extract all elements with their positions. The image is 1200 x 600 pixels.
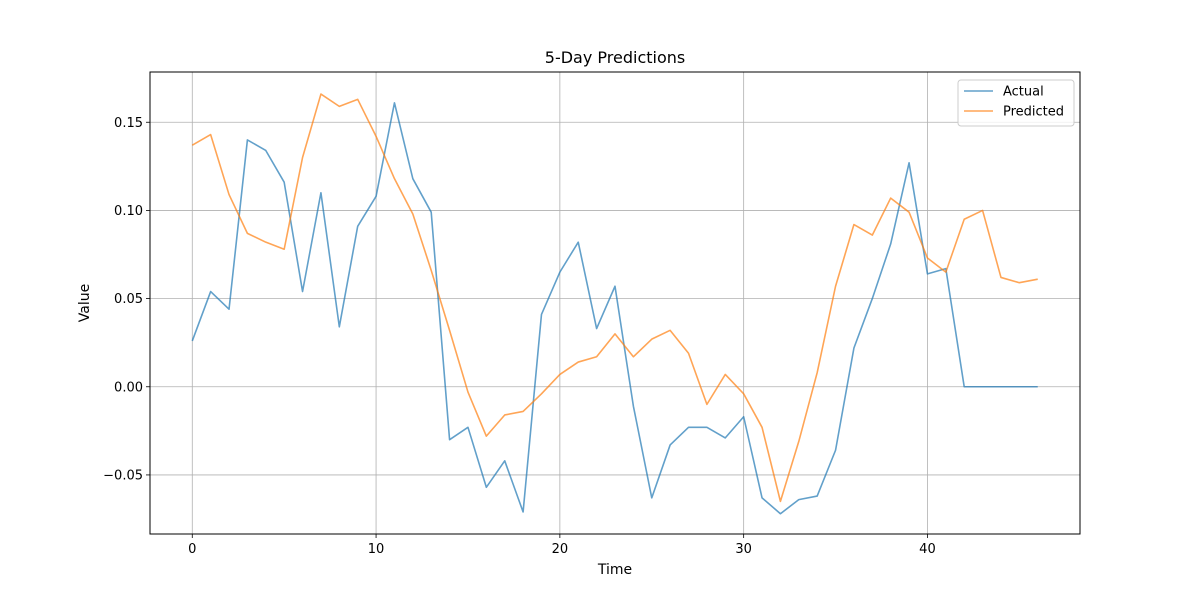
x-tick-label: 30	[735, 542, 752, 557]
legend: Actual Predicted	[957, 79, 1075, 127]
y-tick-label: 0.10	[114, 204, 143, 219]
plot-frame	[149, 71, 1081, 535]
y-axis-ticks: −0.05 0.00 0.05 0.10 0.15	[103, 116, 150, 483]
legend-label-actual: Actual	[1003, 85, 1044, 100]
y-tick-label: 0.05	[114, 292, 143, 307]
legend-label-predicted: Predicted	[1003, 105, 1064, 120]
grid	[150, 72, 1080, 534]
y-tick-label: −0.05	[103, 468, 143, 483]
x-axis-ticks: 0 10 20 30 40	[188, 534, 936, 557]
series-group	[191, 93, 1038, 515]
chart-title: 5-Day Predictions	[545, 48, 685, 67]
x-tick-label: 0	[188, 542, 196, 557]
x-tick-label: 40	[919, 542, 936, 557]
x-axis-label: Time	[597, 562, 632, 578]
x-tick-label: 20	[552, 542, 569, 557]
y-axis-label: Value	[77, 284, 93, 322]
x-tick-label: 10	[368, 542, 385, 557]
series-line-predicted	[191, 93, 1038, 503]
series-line-actual	[191, 102, 1038, 515]
y-tick-label: 0.00	[114, 380, 143, 395]
y-tick-label: 0.15	[114, 116, 143, 131]
